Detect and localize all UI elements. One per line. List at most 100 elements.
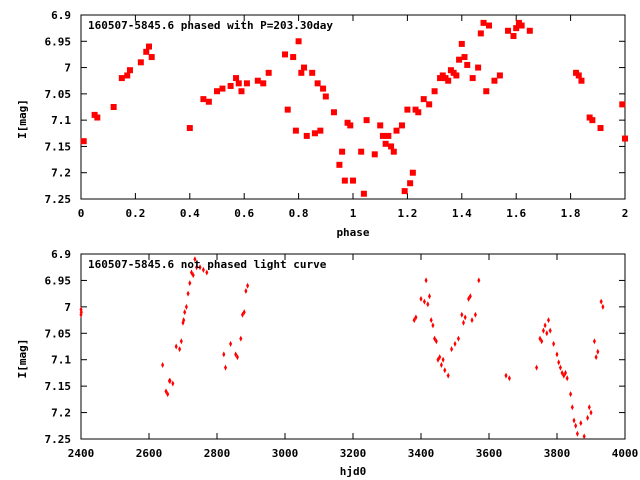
data-point <box>555 351 559 358</box>
x-tick-label: 2400 <box>68 447 95 460</box>
plot-frame <box>80 14 626 200</box>
data-point <box>409 169 416 176</box>
chart-title: 160507-5845.6 not phased light curve <box>88 258 327 271</box>
data-point <box>404 106 411 113</box>
data-point <box>358 148 365 155</box>
x-tick-label: 3400 <box>408 447 435 460</box>
data-point <box>426 101 433 108</box>
x-tick-label: 2800 <box>204 447 231 460</box>
data-point <box>445 77 452 84</box>
data-point <box>587 404 591 411</box>
data-point <box>229 340 233 347</box>
data-point <box>453 340 457 347</box>
data-point <box>239 335 243 342</box>
x-axis-label: hjd0 <box>340 465 367 478</box>
data-point <box>558 364 562 371</box>
data-point <box>336 161 343 168</box>
data-point <box>193 256 197 263</box>
data-point <box>137 59 144 66</box>
y-tick-label: 7.05 <box>45 327 72 340</box>
data-point <box>424 277 428 284</box>
x-tick-label: 3200 <box>340 447 367 460</box>
data-point <box>505 27 512 34</box>
data-point <box>320 85 327 92</box>
data-point <box>565 375 569 382</box>
data-point <box>79 309 83 316</box>
data-point <box>171 380 175 387</box>
data-point <box>438 354 442 361</box>
data-point <box>254 77 261 84</box>
y-tick-label: 7 <box>64 301 71 314</box>
data-point <box>339 148 346 155</box>
data-point <box>168 377 172 384</box>
data-point <box>385 132 392 139</box>
data-point <box>467 295 471 302</box>
y-axis-label: I[mag] <box>16 339 29 379</box>
data-point <box>543 322 547 329</box>
data-point <box>124 72 131 79</box>
data-point <box>518 22 525 29</box>
data-point <box>486 22 492 29</box>
data-point <box>496 72 503 79</box>
data-point <box>244 288 248 294</box>
data-point <box>322 93 329 100</box>
data-point <box>589 409 593 416</box>
data-point <box>184 303 188 310</box>
data-point <box>469 75 476 82</box>
data-point <box>414 314 418 321</box>
data-point <box>582 433 586 440</box>
data-point <box>450 346 454 353</box>
data-point <box>205 98 212 105</box>
data-point <box>360 190 367 197</box>
data-point <box>80 138 87 145</box>
x-tick-label: 3600 <box>476 447 503 460</box>
x-tick-label: 0.4 <box>180 207 200 220</box>
data-point <box>574 422 578 429</box>
data-point <box>510 33 517 40</box>
y-tick-label: 7.05 <box>45 88 72 101</box>
data-point <box>594 354 598 361</box>
data-point <box>464 61 471 68</box>
y-tick-label: 7.2 <box>51 167 71 180</box>
data-point <box>166 391 170 398</box>
data-point <box>513 25 520 32</box>
data-point <box>461 54 468 61</box>
data-point <box>433 335 437 342</box>
y-tick-label: 7.2 <box>51 407 71 420</box>
data-point <box>431 88 438 95</box>
data-point <box>233 75 240 82</box>
data-point <box>419 295 423 302</box>
data-point <box>164 388 168 395</box>
data-point <box>201 266 205 273</box>
data-point <box>575 72 582 79</box>
x-axis-label: phase <box>336 226 369 239</box>
data-point <box>443 367 447 374</box>
data-point <box>572 417 576 424</box>
y-tick-label: 7.15 <box>45 140 72 153</box>
x-tick-label: 0.8 <box>289 207 309 220</box>
y-tick-label: 6.9 <box>51 9 71 22</box>
data-point <box>179 338 183 345</box>
data-point <box>235 354 239 361</box>
data-point <box>526 27 533 34</box>
data-point <box>242 309 246 316</box>
data-point <box>301 64 308 71</box>
data-point <box>195 264 199 271</box>
data-point <box>541 327 545 334</box>
data-point <box>110 104 117 110</box>
data-point <box>243 80 250 87</box>
data-point <box>622 135 628 142</box>
data-point <box>214 88 220 95</box>
x-tick-label: 4000 <box>612 447 639 460</box>
data-point <box>224 364 227 371</box>
x-tick-label: 2600 <box>136 447 163 460</box>
data-point <box>470 317 474 324</box>
x-tick-label: 3800 <box>544 447 571 460</box>
data-point <box>552 340 556 347</box>
data-point <box>143 48 150 55</box>
data-point <box>575 430 579 437</box>
data-point <box>441 356 445 363</box>
data-point <box>579 420 583 427</box>
plot-frame <box>80 253 626 440</box>
